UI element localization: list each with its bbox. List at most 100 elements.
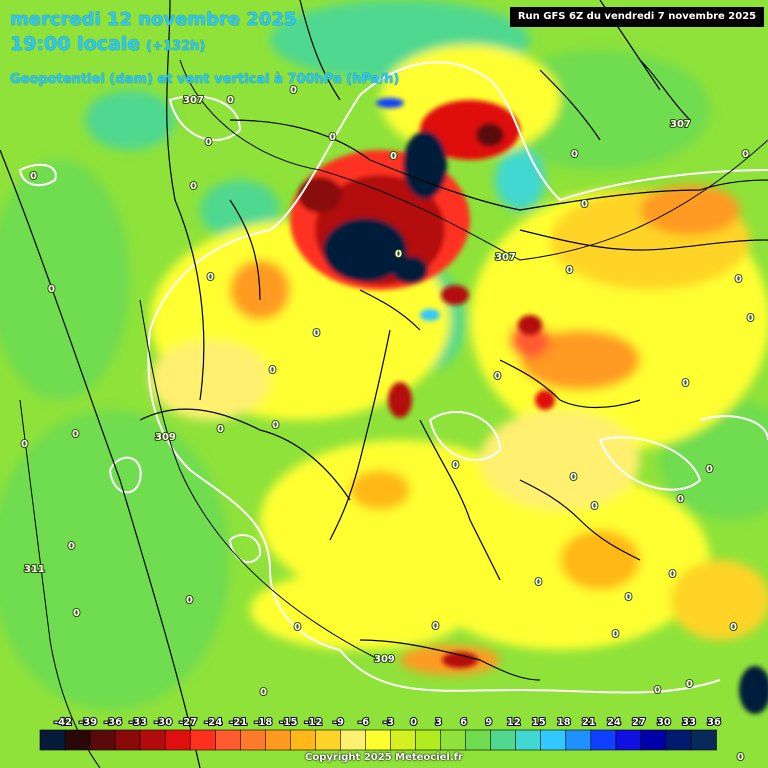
zero-label: 0: [272, 420, 279, 431]
geopotential-label: 309: [155, 432, 176, 443]
variable-title: Geopotentiel (dam) et vent vertical à 70…: [10, 72, 400, 87]
colorbar-cell: [114, 729, 141, 751]
geopotential-labels: 307 307 307 309 311 309: [23, 94, 692, 666]
zero-label: 0: [217, 424, 224, 435]
colorbar-label: -9: [333, 717, 344, 728]
colorbar-cell: [690, 729, 717, 751]
zero-label: 0: [207, 272, 214, 283]
zero-label: 0: [30, 171, 37, 182]
colorbar-label: -3: [383, 717, 394, 728]
geopotential-label: 311: [24, 564, 45, 575]
zero-label: 0: [747, 313, 754, 324]
colorbar-cell: [240, 729, 267, 751]
colorbar-label: 9: [485, 717, 492, 728]
colorbar: -42 -39 -36 -33 -30 -27 -24 -21 -18 -15 -12 -9 -6 -3 0…: [39, 716, 722, 751]
colorbar-cell: [340, 729, 367, 751]
zero-label: 0: [395, 249, 402, 260]
zero-label: 0: [625, 592, 632, 603]
zero-label: 0: [294, 622, 301, 633]
colorbar-label: -18: [254, 717, 272, 728]
colorbar-cell: [415, 729, 442, 751]
colorbar-cell: [64, 729, 91, 751]
colorbar-label: 18: [557, 717, 571, 728]
zero-label: 0: [290, 85, 297, 96]
zero-label: 0: [566, 265, 573, 276]
colorbar-cell: [540, 729, 567, 751]
colorbar-label: 6: [460, 717, 467, 728]
colorbar-cell: [89, 729, 116, 751]
colorbar-cell: [264, 729, 292, 751]
local-time: 19:00 locale: [10, 33, 141, 55]
colorbar-label: 33: [682, 717, 696, 728]
zero-label: 0: [535, 577, 542, 588]
colorbar-label: 36: [707, 717, 721, 728]
colorbar-cell: [39, 729, 66, 751]
copyright-text: Copyright 2025 Meteociel.fr: [305, 752, 463, 763]
colorbar-label: 12: [507, 717, 521, 728]
colorbar-label: -39: [79, 717, 97, 728]
zero-label: 0: [612, 629, 619, 640]
colorbar-label: -12: [304, 717, 322, 728]
zero-label: 0: [269, 365, 276, 376]
geopotential-label: 309: [374, 654, 395, 665]
zero-label: 0: [735, 274, 742, 285]
colorbar-cell: [565, 729, 592, 751]
colorbar-cell: [139, 729, 166, 751]
colorbar-label: -6: [358, 717, 369, 728]
zero-label: 0: [742, 149, 749, 160]
colorbar-cell: [465, 729, 492, 751]
colorbar-label: 24: [607, 717, 621, 728]
forecast-date: mercredi 12 novembre 2025: [10, 9, 297, 30]
zero-label: 0: [571, 149, 578, 160]
zero-label: 0: [677, 494, 684, 505]
colorbar-label: -15: [279, 717, 297, 728]
zero-label: 0: [452, 460, 459, 471]
zero-label: 0: [227, 95, 234, 106]
colorbar-label: -24: [204, 717, 222, 728]
colorbar-label: -30: [154, 717, 172, 728]
colorbar-cell: [315, 729, 342, 751]
forecast-offset: (+132h): [146, 39, 206, 54]
colorbar-cell: [640, 729, 667, 751]
colorbar-label: 21: [582, 717, 596, 728]
zero-label: 0: [581, 199, 588, 210]
zero-label: 0: [432, 621, 439, 632]
zero-label: 0: [730, 622, 737, 633]
zero-label: 0: [205, 137, 212, 148]
colorbar-cell: [164, 729, 191, 751]
colorbar-cell: [290, 729, 317, 751]
forecast-time: 19:00 locale (+132h): [10, 33, 205, 55]
colorbar-cell: [590, 729, 617, 751]
zero-label: 0: [570, 472, 577, 483]
colorbar-cell: [440, 729, 467, 751]
zero-label: 0: [494, 371, 501, 382]
zero-labels: 0 0 0 0 0 0 0 0 0 0 0 0 0 0 0 0 0 0 0 0 …: [20, 84, 755, 764]
zero-label: 0: [669, 569, 676, 580]
zero-label: 0: [260, 687, 267, 698]
zero-label: 0: [48, 284, 55, 295]
colorbar-label: -33: [129, 717, 147, 728]
zero-label: 0: [190, 181, 197, 192]
zero-label: 0: [21, 439, 28, 450]
zero-label: 0: [390, 151, 397, 162]
colorbar-label: 15: [532, 717, 546, 728]
colorbar-label: 0: [410, 717, 417, 728]
zero-label: 0: [186, 595, 193, 606]
zero-label: 0: [313, 328, 320, 339]
colorbar-cell: [515, 729, 542, 751]
colorbar-label: 3: [435, 717, 442, 728]
zero-label: 0: [682, 378, 689, 389]
zero-label: 0: [654, 685, 661, 696]
colorbar-label: 30: [657, 717, 671, 728]
zero-label: 0: [72, 429, 79, 440]
colorbar-cell: [665, 729, 692, 751]
colorbar-cell: [189, 729, 216, 751]
zero-label: 0: [686, 679, 693, 690]
colorbar-label: -36: [104, 717, 122, 728]
run-label: Run GFS 6Z du vendredi 7 novembre 2025: [510, 7, 764, 27]
colorbar-cell: [615, 729, 642, 751]
geopotential-label: 307: [183, 95, 204, 106]
colorbar-cell: [490, 729, 517, 751]
